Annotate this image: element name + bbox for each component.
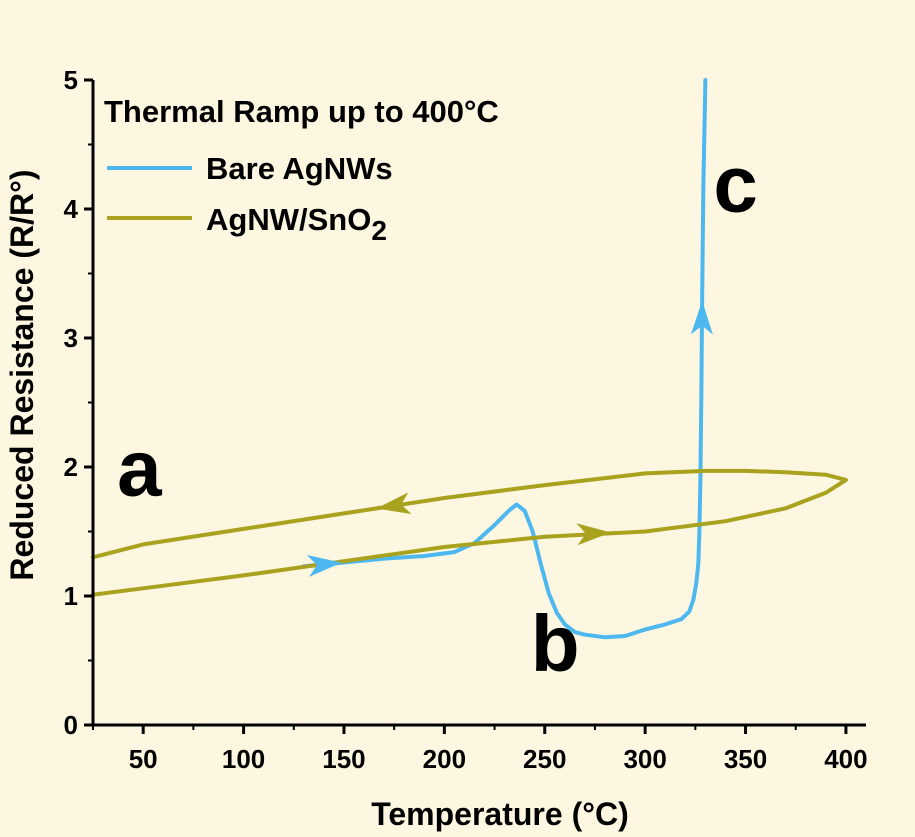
region-label-a: a: [117, 423, 162, 512]
series-line-bare-agnws: [301, 78, 708, 640]
x-tick-label-300: 300: [623, 744, 666, 774]
y-axis-title: Reduced Resistance (R/R°): [4, 169, 40, 580]
y-tick-label-4: 4: [64, 194, 79, 224]
x-tick-label-250: 250: [523, 744, 566, 774]
tick-layer: 50 100 150 200 250 300 350 400 0 1 2 3 4 5: [64, 65, 868, 774]
direction-arrow-bare-agnws-0: [306, 554, 342, 577]
y-tick-label-2: 2: [64, 452, 78, 482]
legend: Thermal Ramp up to 400°C Bare AgNWs AgNW…: [104, 94, 499, 246]
y-tick-label-3: 3: [64, 323, 78, 353]
plot-area: [93, 80, 866, 725]
y-tick-label-5: 5: [64, 65, 78, 95]
region-label-c: c: [713, 140, 758, 229]
x-tick-label-200: 200: [423, 744, 466, 774]
y-tick-label-1: 1: [64, 581, 78, 611]
x-axis-title: Temperature (°C): [371, 796, 629, 832]
direction-arrow-agnw-sno2-0: [376, 492, 412, 515]
legend-label-agnw-sno2: AgNW/SnO2: [206, 202, 387, 246]
arrow-layer: [306, 300, 713, 577]
x-tick-label-50: 50: [129, 744, 158, 774]
legend-label-agnw-sno2-subscript: 2: [371, 215, 387, 246]
direction-arrow-bare-agnws-1: [690, 300, 713, 335]
x-tick-label-350: 350: [724, 744, 767, 774]
x-tick-label-400: 400: [824, 744, 867, 774]
legend-label-agnw-sno2-main: AgNW/SnO: [206, 202, 371, 237]
region-label-b: b: [531, 599, 580, 688]
legend-title: Thermal Ramp up to 400°C: [104, 94, 499, 129]
direction-arrow-agnw-sno2-1: [576, 523, 611, 546]
x-tick-label-150: 150: [322, 744, 365, 774]
y-tick-label-0: 0: [64, 710, 78, 740]
legend-label-bare-agnws: Bare AgNWs: [206, 151, 393, 186]
annotation-layer: a b c: [117, 140, 758, 688]
x-tick-label-100: 100: [222, 744, 265, 774]
